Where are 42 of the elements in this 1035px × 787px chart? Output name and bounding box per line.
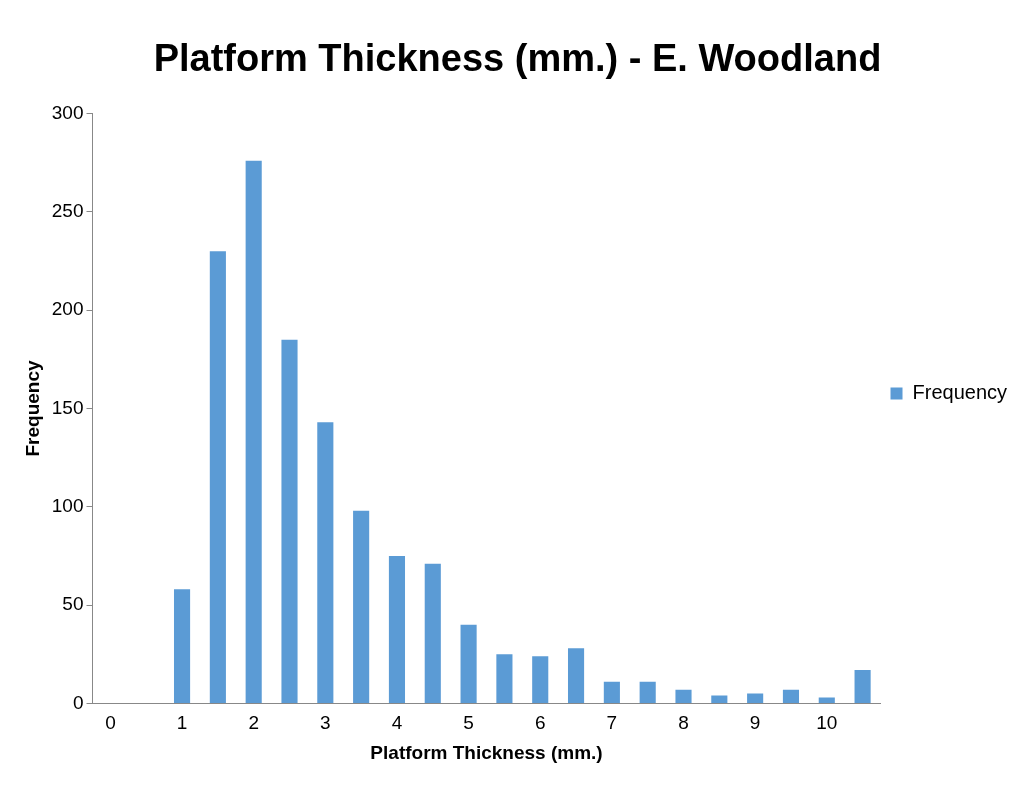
bar (747, 693, 764, 703)
bar (281, 339, 298, 703)
x-tick-label: 1 (176, 712, 188, 734)
x-tick-label: 3 (320, 712, 331, 734)
bar (317, 422, 334, 703)
bar (173, 589, 191, 703)
x-tick-label: 0 (105, 712, 116, 734)
y-tick-label: 150 (51, 396, 84, 418)
bar (245, 160, 262, 703)
bar (782, 689, 800, 703)
bar (353, 510, 370, 703)
bar (209, 251, 226, 703)
bar (567, 648, 585, 703)
bar (603, 681, 620, 703)
bar (675, 689, 692, 703)
chart-title: Platform Thickness (mm.) - E. Woodland (153, 37, 882, 80)
bar (532, 656, 549, 703)
x-tick-label: 5 (463, 712, 474, 734)
y-tick-label: 50 (62, 593, 84, 615)
y-tick-label: 200 (51, 298, 84, 320)
x-tick-label: 9 (749, 712, 761, 734)
bar (424, 563, 441, 703)
y-tick-label: 300 (51, 101, 84, 123)
bar (639, 681, 656, 703)
bar (388, 555, 406, 703)
bar (711, 695, 728, 703)
bar (496, 654, 513, 703)
y-tick-label: 250 (51, 200, 84, 222)
x-tick-label: 4 (391, 712, 403, 734)
x-tick-label: 7 (606, 712, 618, 734)
y-tick-label: 0 (72, 691, 84, 713)
legend-label: Frequency (912, 381, 1008, 404)
x-tick-label: 6 (534, 712, 546, 734)
x-tick-label: 10 (816, 712, 838, 734)
x-tick-label: 2 (248, 712, 259, 734)
bar (854, 669, 871, 703)
bar (818, 697, 835, 703)
x-tick-label: 8 (678, 712, 689, 734)
y-tick-label: 100 (51, 495, 84, 517)
x-axis-title: Platform Thickness (mm.) (370, 741, 603, 763)
bar (460, 624, 477, 703)
y-axis-title: Frequency (21, 360, 43, 457)
